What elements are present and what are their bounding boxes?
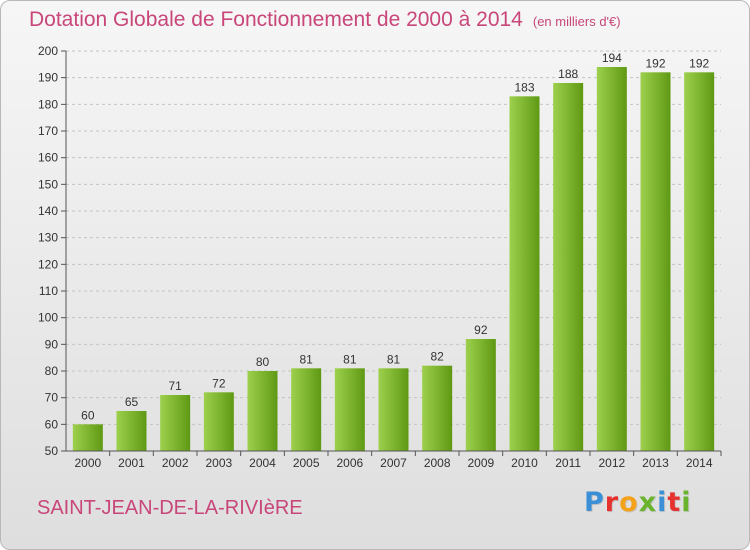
data-label: 82 <box>430 350 444 364</box>
bars <box>72 67 715 451</box>
bar-2013 <box>640 72 671 451</box>
brand-letter: i <box>657 487 668 518</box>
x-tick-label: 2008 <box>424 456 451 470</box>
data-label: 65 <box>125 395 139 409</box>
bar-2007 <box>378 368 409 451</box>
chart-title: Dotation Globale de Fonctionnement de 20… <box>29 8 621 32</box>
x-tick-label: 2002 <box>162 456 189 470</box>
y-tick-label: 180 <box>38 97 58 111</box>
x-tick-label: 2012 <box>598 456 625 470</box>
data-label: 81 <box>387 352 401 366</box>
title-text: Dotation Globale de Fonctionnement de 20… <box>29 8 523 31</box>
x-tick-label: 2000 <box>74 456 101 470</box>
bar-2005 <box>291 368 322 451</box>
data-label: 80 <box>256 355 270 369</box>
data-label: 183 <box>514 80 534 94</box>
bar-2011 <box>553 83 584 451</box>
y-tick-label: 200 <box>38 44 58 58</box>
x-tick-label: 2006 <box>336 456 363 470</box>
y-tick-label: 110 <box>39 284 58 298</box>
axes <box>61 50 722 456</box>
data-label: 71 <box>168 379 182 393</box>
proxiti-logo: Proxiti <box>584 487 692 518</box>
x-tick-label: 2007 <box>380 456 407 470</box>
data-label: 81 <box>299 352 313 366</box>
y-tick-label: 170 <box>38 124 58 138</box>
data-label: 72 <box>212 376 226 390</box>
x-tick-label: 2010 <box>511 456 538 470</box>
bar-2001 <box>116 411 147 451</box>
brand-letter: r <box>604 487 620 518</box>
bar-2000 <box>72 424 103 451</box>
x-tick-label: 2009 <box>467 456 494 470</box>
y-tick-label: 90 <box>45 337 59 351</box>
brand-letter: x <box>638 487 658 518</box>
unit-note: (en milliers d'€) <box>532 14 621 29</box>
brand-letter: o <box>619 487 639 518</box>
data-label: 188 <box>558 67 578 81</box>
y-tick-label: 80 <box>45 364 59 378</box>
x-tick-label: 2013 <box>642 456 669 470</box>
y-tick-label: 140 <box>38 204 58 218</box>
y-tick-label: 190 <box>38 71 58 85</box>
data-label: 192 <box>689 56 709 70</box>
data-label: 81 <box>343 352 357 366</box>
data-label: 194 <box>602 51 622 65</box>
bar-2014 <box>684 72 715 451</box>
x-tick-label: 2005 <box>293 456 320 470</box>
commune-name: SAINT-JEAN-DE-LA-RIVIèRE <box>37 497 303 519</box>
x-tick-label: 2004 <box>249 456 276 470</box>
bar-2004 <box>247 371 278 451</box>
data-label: 92 <box>474 323 488 337</box>
data-label: 192 <box>645 56 665 70</box>
bar-2009 <box>465 339 496 451</box>
y-tick-label: 130 <box>38 231 58 245</box>
bar-2012 <box>596 67 627 451</box>
x-tick-label: 2014 <box>686 456 713 470</box>
y-tick-label: 160 <box>38 151 58 165</box>
y-tick-label: 60 <box>45 417 59 431</box>
y-tick-label: 120 <box>38 257 58 271</box>
x-tick-label: 2001 <box>118 456 145 470</box>
labels: 50 60 70 80 90 100 110 120 130 140 150 160 170 180 190… <box>38 44 713 470</box>
y-tick-label: 100 <box>38 311 58 325</box>
bar-2006 <box>334 368 365 451</box>
y-tick-label: 150 <box>38 177 58 191</box>
y-tick-label: 50 <box>45 444 59 458</box>
bar-2002 <box>160 395 191 451</box>
bar-2008 <box>422 365 453 451</box>
x-tick-label: 2003 <box>205 456 232 470</box>
bar-2003 <box>203 392 234 451</box>
x-tick-label: 2011 <box>555 456 581 470</box>
brand-letter: i <box>681 487 692 518</box>
bar-2010 <box>509 96 540 451</box>
data-label: 60 <box>81 408 95 422</box>
y-tick-label: 70 <box>45 391 59 405</box>
brand-letter: t <box>667 487 682 518</box>
brand-letter: P <box>584 487 605 518</box>
